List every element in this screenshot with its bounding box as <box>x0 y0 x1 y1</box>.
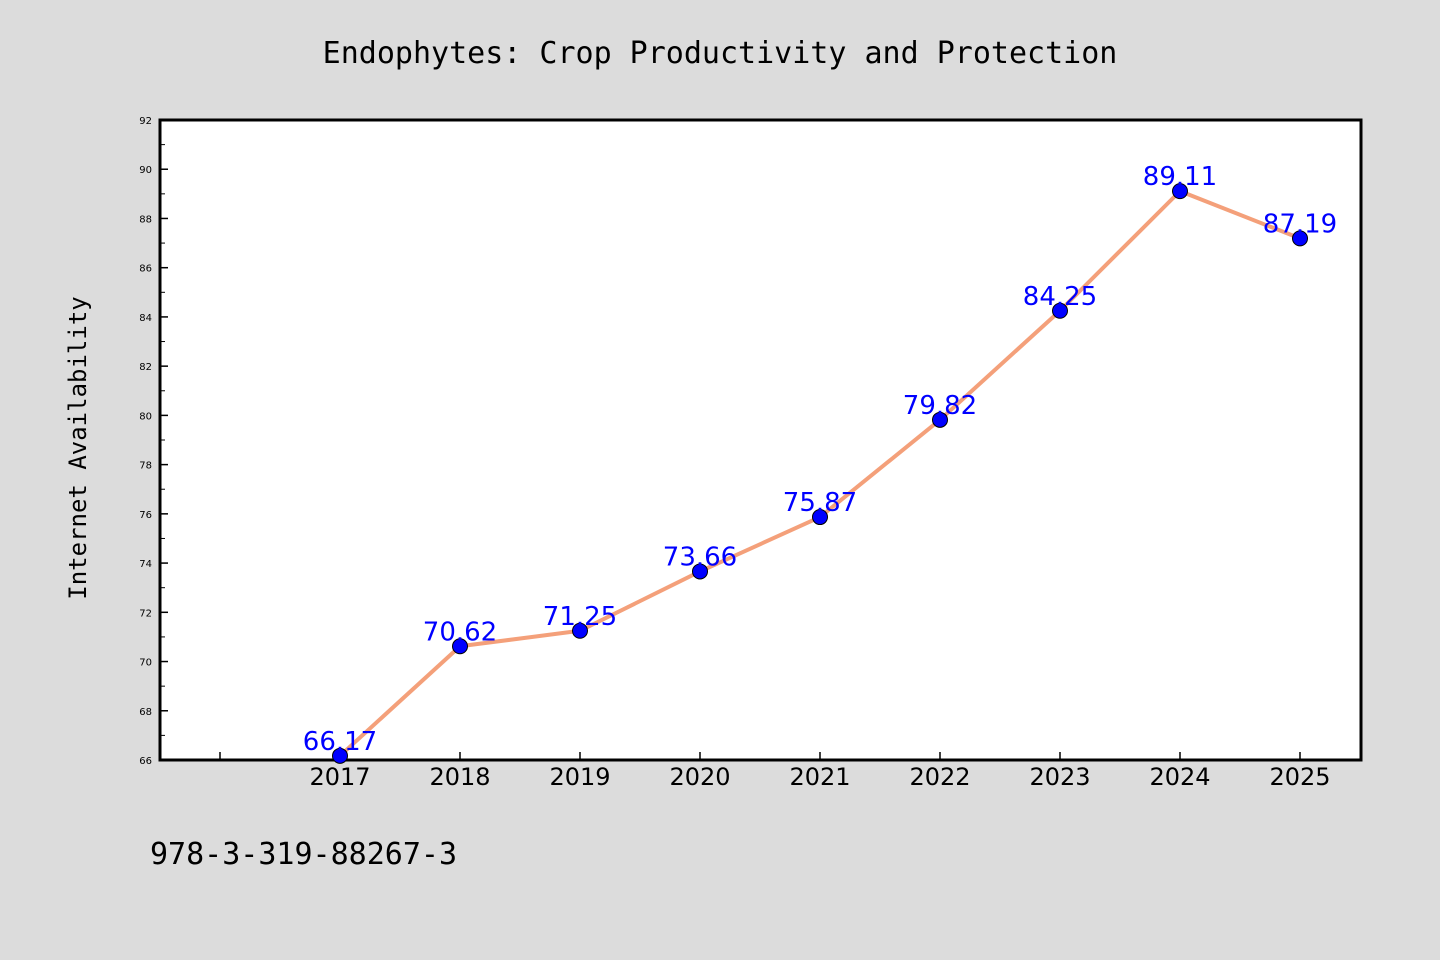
data-label: 71.25 <box>543 602 617 632</box>
y-axis: 66 68 70 72 74 76 78 80 82 84 86 88 90 92 <box>139 116 168 767</box>
y-tick-label: 76 <box>139 510 152 521</box>
data-point <box>1292 230 1308 247</box>
x-tick-label: 2019 <box>549 763 610 791</box>
y-tick-label: 80 <box>139 411 152 422</box>
data-point <box>692 563 708 580</box>
data-point <box>452 638 468 655</box>
y-tick-label: 86 <box>139 264 152 275</box>
data-label: 73.66 <box>663 542 737 572</box>
data-label: 84.25 <box>1023 282 1097 312</box>
x-tick-label: 2024 <box>1149 763 1210 791</box>
y-tick-label: 74 <box>139 559 152 570</box>
data-point <box>1052 302 1068 319</box>
plot-area <box>158 118 1363 762</box>
data-label: 75.87 <box>783 488 857 518</box>
data-point <box>932 411 948 428</box>
y-tick-label: 88 <box>139 214 152 225</box>
y-tick-label: 90 <box>139 165 152 176</box>
y-tick-label: 84 <box>139 313 152 324</box>
y-tick-label: 78 <box>139 461 152 472</box>
x-tick-label: 2023 <box>1029 763 1090 791</box>
chart-title: Endophytes: Crop Productivity and Protec… <box>323 36 1118 71</box>
x-tick-label: 2018 <box>429 763 490 791</box>
x-tick-label: 2021 <box>789 763 850 791</box>
y-tick-label: 92 <box>139 116 152 127</box>
y-tick-label: 72 <box>139 608 152 619</box>
data-label: 66.17 <box>303 727 377 757</box>
series-group: 66.17 70.62 71.25 73.66 75.87 79.82 84.25 89.11… <box>303 162 1337 764</box>
data-point <box>332 747 348 764</box>
y-tick-label: 82 <box>139 362 152 373</box>
data-point <box>812 509 828 526</box>
x-tick-label: 2022 <box>909 763 970 791</box>
y-tick-label: 68 <box>139 707 152 718</box>
x-tick-label: 2020 <box>669 763 730 791</box>
y-axis-label: Internet Availability <box>64 296 92 599</box>
data-label: 87.19 <box>1263 209 1337 239</box>
y-tick-label: 70 <box>139 658 152 669</box>
x-tick-label: 2017 <box>309 763 370 791</box>
x-axis: 2017 2018 2019 2020 2021 2022 2023 2024 2025 <box>219 752 1331 791</box>
data-label: 79.82 <box>903 391 977 421</box>
x-tick-label: 2025 <box>1269 763 1330 791</box>
data-point <box>1172 183 1188 200</box>
y-tick-label: 66 <box>139 756 152 767</box>
data-label: 70.62 <box>423 617 497 647</box>
data-point <box>572 622 588 639</box>
data-label: 89.11 <box>1143 162 1217 192</box>
isbn-text: 978-3-319-88267-3 <box>150 837 457 872</box>
